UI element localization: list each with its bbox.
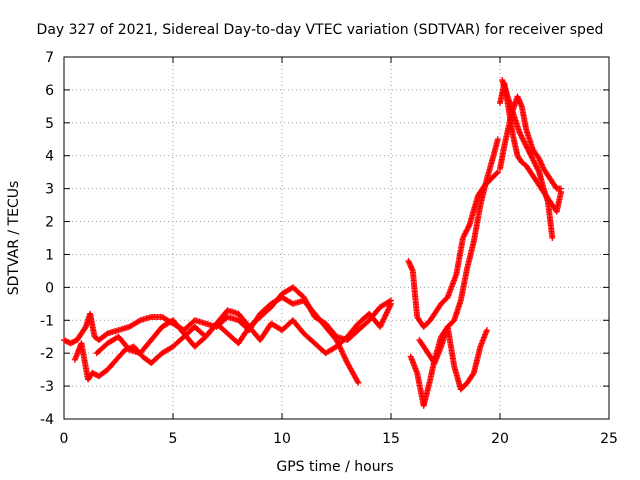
data-points bbox=[61, 77, 565, 409]
series-arc-3 bbox=[93, 300, 394, 357]
plot-frame bbox=[63, 56, 610, 420]
y-tick-label: -1 bbox=[40, 313, 54, 329]
data-point bbox=[494, 169, 501, 176]
chart-title: Day 327 of 2021, Sidereal Day-to-day VTE… bbox=[37, 22, 604, 38]
y-tick-label: 6 bbox=[45, 83, 54, 99]
x-tick-label: 15 bbox=[382, 431, 400, 447]
x-tick-label: 20 bbox=[491, 431, 509, 447]
x-tick-label: 10 bbox=[273, 431, 291, 447]
x-tick-label: 25 bbox=[600, 431, 618, 447]
y-tick-label: 4 bbox=[45, 149, 54, 165]
series-arc-9 bbox=[499, 77, 556, 241]
data-point bbox=[558, 185, 565, 192]
y-tick-label: 1 bbox=[45, 247, 54, 263]
data-point bbox=[493, 170, 500, 177]
y-tick-label: -3 bbox=[40, 379, 54, 395]
y-tick-label: 3 bbox=[45, 182, 54, 198]
data-point bbox=[388, 300, 394, 307]
x-tick-label: 5 bbox=[169, 431, 178, 447]
y-tick-label: -2 bbox=[40, 346, 54, 362]
axis-ticks: 0 5 10 15 20 25 -4 -3 -2 -1 0 1 2 3 4 5 6 7 bbox=[40, 50, 618, 447]
y-tick-label: -4 bbox=[40, 412, 54, 428]
y-axis-label: SDTVAR / TECUs bbox=[6, 181, 22, 296]
y-tick-label: 0 bbox=[45, 280, 54, 296]
grid bbox=[64, 57, 609, 419]
y-tick-label: 7 bbox=[45, 50, 54, 66]
data-point bbox=[483, 327, 490, 334]
data-point bbox=[355, 379, 362, 386]
y-tick-label: 5 bbox=[45, 116, 54, 132]
data-point bbox=[549, 235, 556, 241]
series-arc-5 bbox=[407, 136, 501, 409]
y-tick-label: 2 bbox=[45, 215, 54, 231]
series-arc-6 bbox=[416, 323, 490, 393]
x-tick-label: 0 bbox=[60, 431, 69, 447]
x-axis-label: GPS time / hours bbox=[276, 459, 393, 475]
data-point bbox=[494, 136, 501, 143]
